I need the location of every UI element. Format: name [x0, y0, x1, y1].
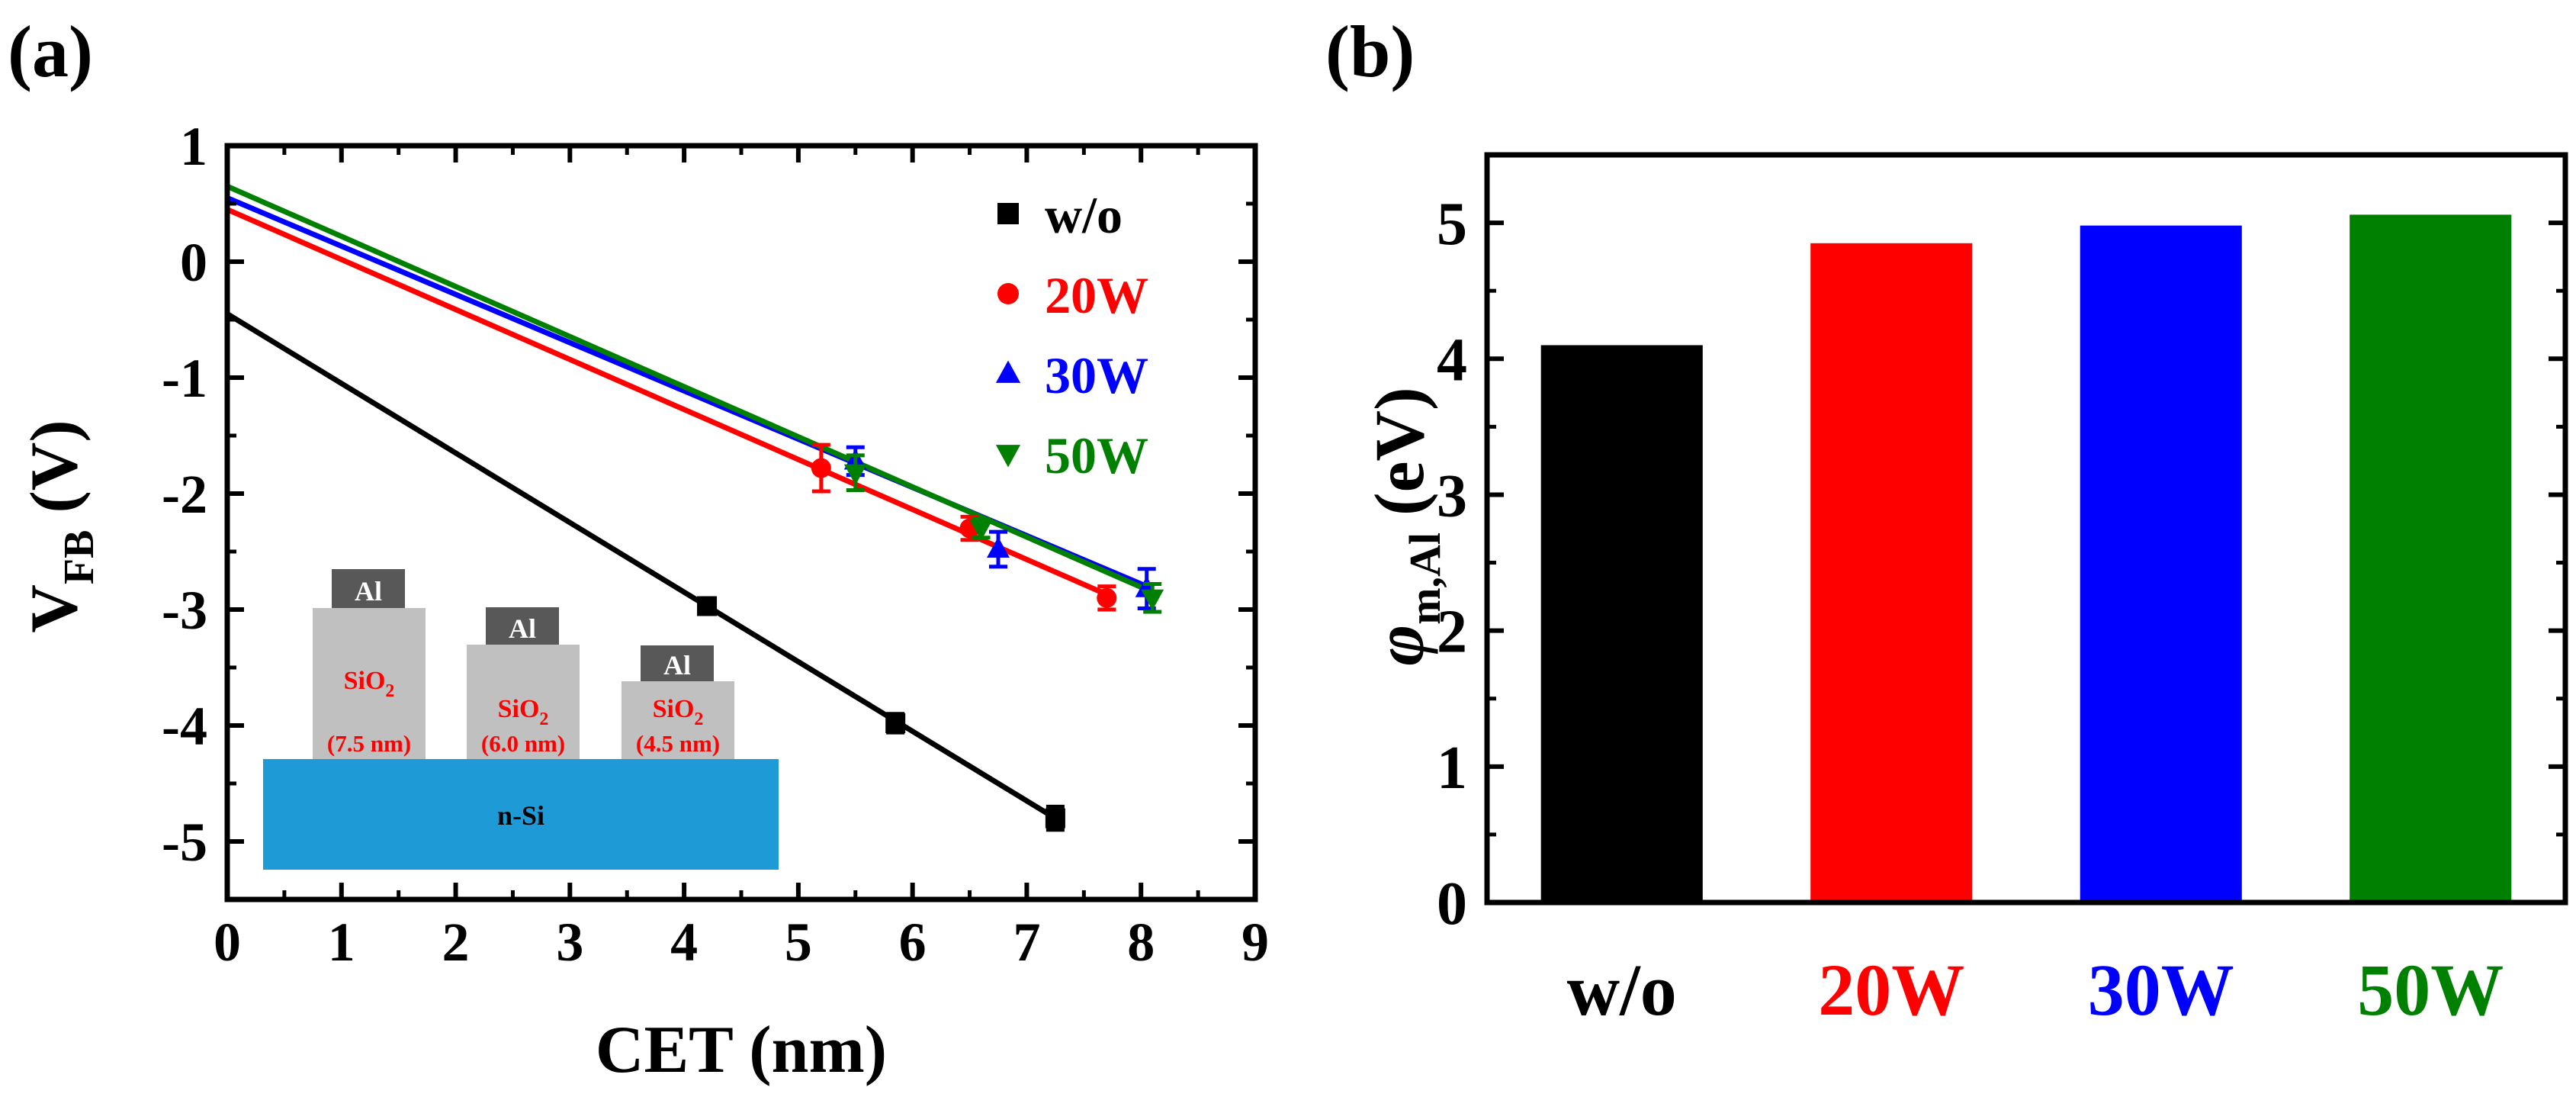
panel-b-category-labels: w/o 20W 30W 50W — [1567, 949, 2504, 1031]
panel-a: (a) n-Si Al Al Al SiO2 SiO2 SiO2 (7.5 nm… — [8, 11, 1269, 1087]
b-y-tick-label: 4 — [1437, 327, 1467, 394]
y-tick-label: -3 — [162, 580, 207, 641]
inset-substrate-label: n-Si — [497, 800, 544, 831]
bar-50W — [2350, 214, 2512, 902]
panel-a-ylabel: VFB(V) — [18, 420, 103, 632]
y-tick-label: -1 — [162, 348, 207, 409]
fit-line-w/o — [226, 311, 1057, 821]
x-tick-label: 7 — [1013, 912, 1040, 973]
b-y-tick-label: 1 — [1437, 735, 1467, 802]
x-tick-label: 5 — [785, 912, 812, 973]
data-point-w/o — [697, 596, 718, 616]
b-y-tick-label: 3 — [1437, 462, 1467, 529]
inset-metal-label-3: Al — [663, 650, 691, 680]
panel-a-tick-labels: 0 1 2 3 4 5 6 7 8 9 -5 -4 -3 -2 -1 0 1 — [162, 116, 1269, 973]
bar-w/o — [1540, 345, 1703, 902]
panel-b: (b) 0 1 2 3 4 5 w/o 20W 30W 50W φm,Al(eV) — [1325, 11, 2568, 1031]
panel-a-ticks — [225, 143, 1257, 902]
panel-a-data — [226, 183, 1164, 832]
inset-thickness-2: (6.0 nm) — [481, 730, 565, 757]
inset-metal-label-2: Al — [509, 613, 536, 644]
bar-30W — [2080, 225, 2242, 902]
legend-label-w/o: w/o — [1045, 186, 1123, 244]
data-point-50W — [1141, 589, 1164, 611]
y-tick-label: 0 — [180, 232, 207, 293]
legend-marker-50W — [995, 445, 1021, 468]
x-tick-label: 1 — [328, 912, 355, 973]
inset-thickness-3: (4.5 nm) — [636, 730, 720, 757]
category-label-30W: 30W — [2088, 949, 2234, 1031]
bar-20W — [1810, 243, 1973, 902]
x-tick-label: 6 — [899, 912, 927, 973]
panel-b-bars — [1540, 214, 2512, 902]
x-tick-label: 0 — [214, 912, 241, 973]
category-label-w/o: w/o — [1567, 949, 1677, 1031]
inset-metal-2 — [486, 607, 559, 645]
inset-oxide-label-3: SiO2 — [653, 695, 704, 729]
panel-b-ticks — [1487, 153, 2565, 905]
data-point-20W — [811, 458, 831, 478]
x-tick-label: 2 — [442, 912, 470, 973]
legend-marker-w/o — [997, 203, 1019, 224]
fit-line-50W — [226, 183, 1154, 595]
inset-metal-3 — [641, 645, 714, 681]
inset-oxide-1 — [313, 608, 426, 759]
data-point-50W — [969, 520, 993, 541]
panel-a-xlabel: CET (nm) — [596, 1013, 887, 1087]
b-y-tick-label: 2 — [1437, 599, 1467, 666]
inset-oxide-3 — [622, 681, 734, 759]
inset-oxide-label-1: SiO2 — [344, 667, 395, 701]
b-y-tick-label: 0 — [1437, 870, 1467, 938]
inset-oxide-2 — [467, 645, 580, 759]
category-label-50W: 50W — [2357, 949, 2504, 1031]
data-point-w/o — [885, 713, 906, 733]
panel-b-tick-labels: 0 1 2 3 4 5 — [1437, 191, 1467, 938]
inset-metal-1 — [332, 569, 405, 608]
panel-a-label: (a) — [8, 11, 93, 92]
panel-a-legend: w/o 20W 30W 50W — [995, 186, 1148, 484]
legend-marker-30W — [995, 360, 1021, 383]
legend-marker-20W — [997, 283, 1019, 304]
y-tick-label: -5 — [162, 812, 207, 873]
legend-label-30W: 30W — [1045, 346, 1148, 404]
inset-substrate — [263, 759, 779, 870]
panel-b-label: (b) — [1325, 11, 1415, 92]
data-point-50W — [843, 464, 867, 485]
x-tick-label: 3 — [556, 912, 583, 973]
legend-label-20W: 20W — [1045, 266, 1148, 324]
data-point-w/o — [1045, 808, 1065, 828]
b-y-tick-label: 5 — [1437, 191, 1467, 258]
y-tick-label: -2 — [162, 464, 207, 525]
inset-thickness-1: (7.5 nm) — [327, 730, 411, 757]
data-point-30W — [987, 536, 1010, 558]
inset-oxide-label-2: SiO2 — [498, 695, 549, 729]
inset-schematic: n-Si Al Al Al SiO2 SiO2 SiO2 (7.5 nm) (6… — [263, 569, 779, 870]
panel-b-frame — [1484, 152, 2568, 906]
x-tick-label: 9 — [1241, 912, 1269, 973]
y-tick-label: 1 — [180, 116, 207, 177]
y-tick-label: -4 — [162, 696, 207, 757]
panel-b-ylabel: φm,Al(eV) — [1360, 387, 1450, 665]
legend-label-50W: 50W — [1045, 426, 1148, 484]
x-tick-label: 4 — [670, 912, 698, 973]
x-tick-label: 8 — [1127, 912, 1155, 973]
category-label-20W: 20W — [1818, 949, 1964, 1031]
inset-metal-label-1: Al — [355, 576, 382, 606]
data-point-20W — [1097, 587, 1117, 608]
